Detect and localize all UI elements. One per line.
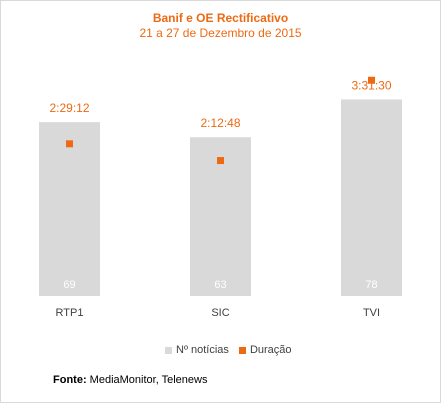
legend-item-noticias: Nº notícias xyxy=(165,344,229,356)
duration-marker-rtp1 xyxy=(66,140,73,148)
duration-label-sic: 2:12:48 xyxy=(200,116,240,130)
duration-label-rtp1: 2:29:12 xyxy=(49,101,89,115)
source-note: Fonte: MediaMonitor, Telenews xyxy=(53,374,207,386)
chart-subtitle: 21 a 27 de Dezembro de 2015 xyxy=(139,26,302,40)
legend-swatch-duracao xyxy=(238,346,246,354)
legend-label-noticias: Nº notícias xyxy=(176,344,229,356)
legend-label-duracao: Duração xyxy=(249,344,292,356)
category-label-tvi: TVI xyxy=(363,307,380,319)
chart-legend: Nº notícias Duração xyxy=(165,344,302,356)
bar-rtp1 xyxy=(39,122,100,297)
legend-swatch-noticias xyxy=(165,346,172,354)
bar-tvi xyxy=(341,99,402,296)
duration-marker-tvi xyxy=(368,76,375,84)
bar-value-label-tvi: 78 xyxy=(365,279,377,291)
source-text: MediaMonitor, Telenews xyxy=(86,374,208,386)
chart-title: Banif e OE Rectificativo xyxy=(152,11,289,25)
duration-marker-sic xyxy=(217,157,224,165)
legend-item-duracao: Duração xyxy=(238,344,292,356)
category-label-rtp1: RTP1 xyxy=(56,307,84,319)
duration-label-tvi: 3:31:30 xyxy=(351,78,391,92)
bar-value-label-rtp1: 69 xyxy=(63,279,75,291)
category-label-sic: SIC xyxy=(211,307,229,319)
bar-value-label-sic: 63 xyxy=(214,279,226,291)
source-label: Fonte: xyxy=(53,374,87,386)
